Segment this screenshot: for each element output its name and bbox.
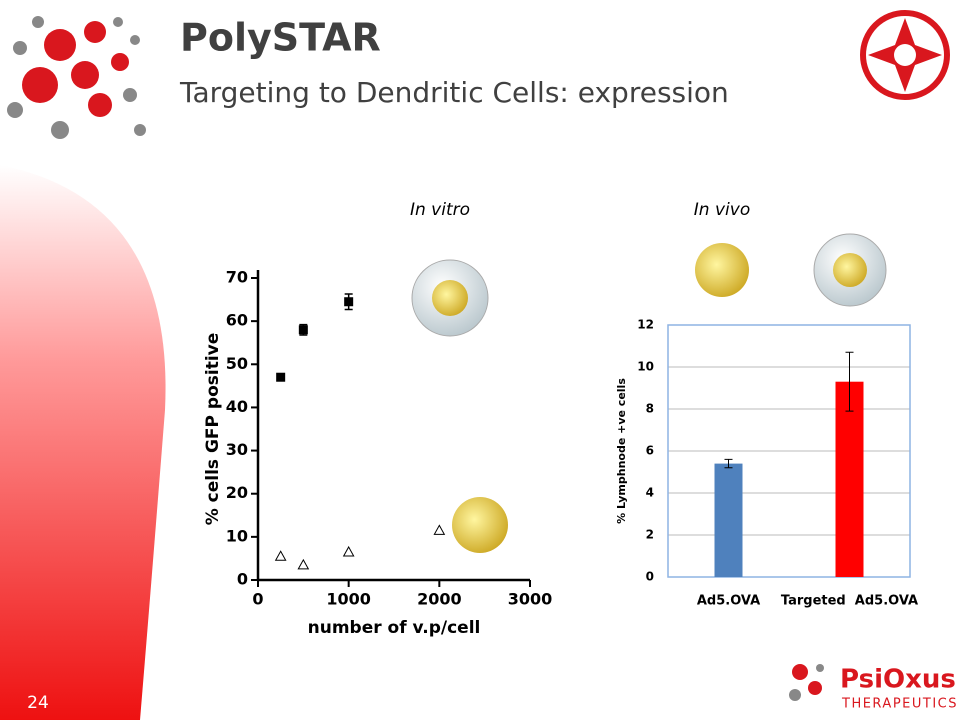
- slide-subtitle: Targeting to Dendritic Cells: expression: [179, 76, 729, 109]
- logo-name: PsiOxus: [840, 665, 956, 695]
- y-tick-label: 40: [226, 397, 248, 416]
- y-tick-label: 12: [637, 318, 654, 332]
- point: [433, 524, 446, 535]
- x-axis-label: number of v.p/cell: [308, 618, 481, 638]
- chart-title: In vitro: [410, 200, 470, 220]
- point: [274, 550, 287, 561]
- point: [342, 545, 355, 557]
- page-number: 24: [27, 693, 49, 713]
- y-tick-label: 10: [226, 526, 248, 545]
- y-axis-label: % Lymphnode +ve cells: [615, 378, 628, 524]
- plot-frame: [667, 324, 911, 578]
- y-tick-label: 6: [646, 444, 654, 458]
- bar: [714, 463, 743, 577]
- dot-logo: [7, 16, 146, 139]
- point: [276, 372, 286, 382]
- y-tick-label: 0: [237, 570, 248, 589]
- error-bar: [724, 458, 733, 469]
- y-tick-label: 10: [637, 360, 654, 374]
- x-tick-label: Targeted Ad5.OVA: [781, 594, 918, 609]
- point: [298, 325, 308, 335]
- y-tick-label: 20: [226, 483, 248, 502]
- point: [344, 297, 354, 307]
- slide-title: PolySTAR: [180, 16, 381, 60]
- y-tick-label: 70: [226, 268, 248, 287]
- virus-images: [411, 233, 887, 553]
- company-logo: [789, 664, 824, 701]
- y-tick-label: 0: [646, 570, 654, 584]
- x-tick-label: Ad5.OVA: [697, 594, 760, 609]
- error-bar: [845, 351, 854, 412]
- y-tick-label: 30: [226, 440, 248, 459]
- bar: [835, 381, 864, 577]
- logo-tagline: THERAPEUTICS: [841, 697, 958, 712]
- x-tick-label: 2000: [417, 590, 462, 609]
- point: [297, 558, 310, 570]
- x-tick-label: 3000: [508, 590, 553, 609]
- chart-title: In vivo: [694, 200, 750, 220]
- compass-icon: [860, 10, 950, 100]
- y-tick-label: 4: [646, 486, 654, 500]
- x-tick-label: 1000: [326, 590, 371, 609]
- y-tick-label: 2: [646, 528, 654, 542]
- y-tick-label: 60: [226, 311, 248, 330]
- y-tick-label: 50: [226, 354, 248, 373]
- side-band: [0, 165, 166, 720]
- y-tick-label: 8: [646, 402, 654, 416]
- x-tick-label: 0: [252, 590, 263, 609]
- y-axis-label: % cells GFP positive: [203, 333, 223, 526]
